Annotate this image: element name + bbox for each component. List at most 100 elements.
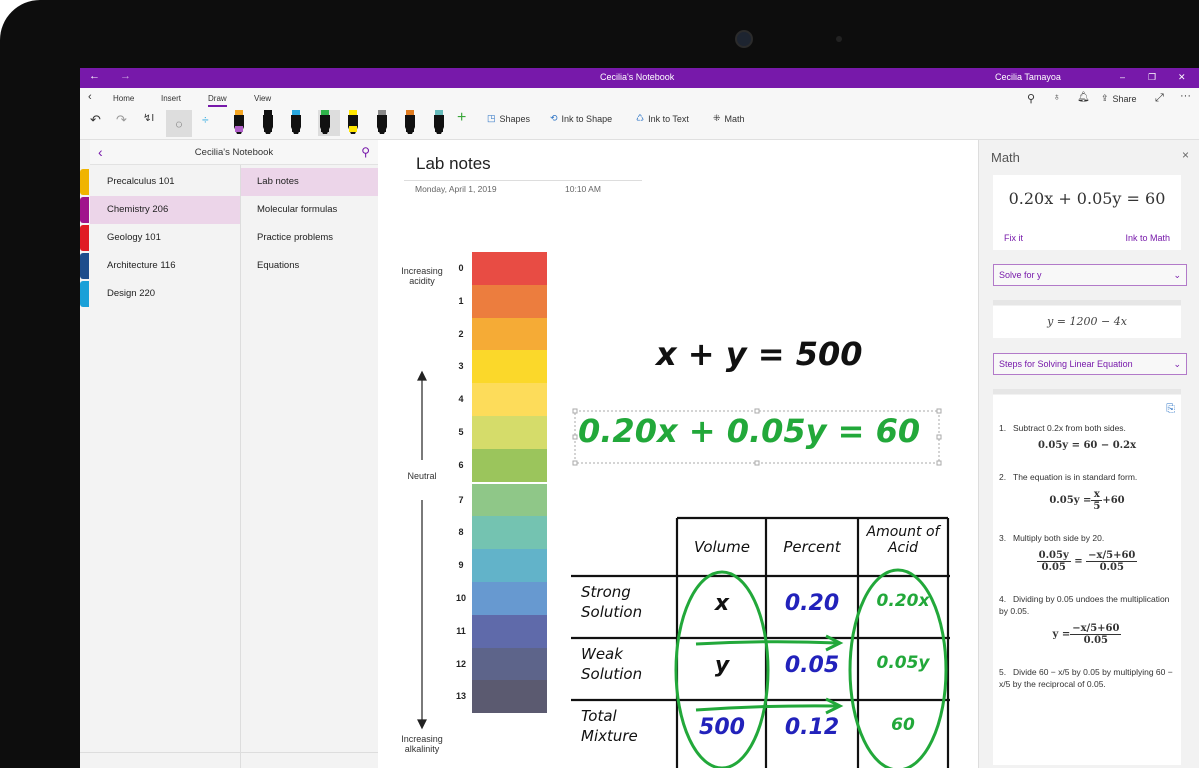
page-label: Equations — [257, 260, 300, 271]
ink-equation-1[interactable]: x + y = 500 — [656, 335, 863, 373]
ph-level-label: 2 — [458, 328, 464, 339]
action-select[interactable]: Solve for y ⌄ — [993, 264, 1187, 286]
ph-band-10 — [472, 582, 547, 615]
page-time: 10:10 AM — [565, 184, 601, 194]
page-canvas[interactable]: Lab notes Monday, April 1, 2019 10:10 AM… — [378, 140, 978, 768]
page-0[interactable]: Lab notes — [241, 168, 378, 196]
pen-6[interactable] — [403, 110, 417, 136]
tab-home[interactable]: Home — [113, 94, 135, 103]
minimize-button[interactable]: – — [1120, 72, 1126, 82]
section-0[interactable]: Precalculus 101 — [80, 168, 240, 196]
tab-draw[interactable]: Draw — [208, 94, 227, 107]
camera — [735, 30, 753, 48]
step-5: 5. Divide 60 − x/5 by 0.05 by multiplying… — [999, 666, 1175, 690]
ph-band-9 — [472, 549, 547, 582]
back-button[interactable]: ← — [89, 70, 100, 82]
pen-icon — [433, 110, 444, 134]
step-number: 4. — [999, 594, 1007, 604]
share-button[interactable]: ⇪ Share — [1101, 93, 1137, 104]
user-name[interactable]: Cecilia Tamayoa — [995, 72, 1061, 82]
resize-handle[interactable] — [993, 389, 1181, 394]
page-1[interactable]: Molecular formulas — [241, 196, 378, 224]
lightbulb-icon[interactable]: ♁ — [1053, 92, 1061, 103]
section-4[interactable]: Design 220 — [80, 280, 240, 308]
pen-7[interactable] — [432, 110, 446, 136]
lasso-select-icon[interactable]: ◌ — [166, 110, 192, 137]
notebook-title[interactable]: Cecilia's Notebook — [194, 147, 274, 158]
section-label: Geology 101 — [107, 232, 161, 243]
arrow-up-head — [417, 370, 427, 381]
arrow-down-head — [417, 719, 427, 730]
fix-it-link[interactable]: Fix it — [1004, 233, 1023, 243]
steps-select[interactable]: Steps for Solving Linear Equation ⌄ — [993, 353, 1187, 375]
section-label: Chemistry 206 — [107, 204, 169, 215]
page-label: Molecular formulas — [257, 204, 338, 215]
section-color-tab — [80, 197, 89, 223]
forward-button[interactable]: → — [120, 70, 131, 82]
pen-0[interactable] — [232, 110, 246, 136]
pen-1[interactable] — [261, 110, 275, 136]
section-color-tab — [80, 169, 89, 195]
ph-band-11 — [472, 614, 547, 648]
page-3[interactable]: Equations — [241, 252, 378, 280]
close-icon[interactable]: × — [1181, 148, 1189, 162]
chevron-down-icon: ⌄ — [1173, 270, 1181, 280]
add-space-icon[interactable]: ÷ — [202, 113, 209, 127]
table-header: Percent — [783, 538, 841, 556]
add-pen-icon[interactable]: + — [457, 109, 467, 126]
steps-list: 1. Subtract 0.2x from both sides. 0.05y = … — [999, 422, 1175, 690]
pen-icon — [262, 110, 273, 134]
section-label: Architecture 116 — [107, 260, 176, 271]
fullscreen-icon[interactable]: ⤢ — [1155, 92, 1164, 104]
pen-2[interactable] — [289, 110, 303, 136]
ribbon-collapse-icon[interactable]: ‹ — [88, 91, 92, 103]
pen-5[interactable] — [375, 110, 389, 136]
selection-handles — [572, 408, 942, 466]
redo-icon[interactable]: ↷ — [116, 112, 127, 127]
equation-card: 0.20x + 0.05y = 60 Fix it Ink to Math — [993, 175, 1181, 250]
section-2[interactable]: Geology 101 — [80, 224, 240, 252]
ink-to-math-link[interactable]: Ink to Math — [1125, 233, 1170, 243]
bell-icon[interactable]: 🔔︎ — [1077, 92, 1090, 103]
page-title[interactable]: Lab notes — [416, 154, 491, 173]
table-cell: 0.12 — [784, 715, 840, 740]
section-3[interactable]: Architecture 116 — [80, 252, 240, 280]
resize-handle[interactable] — [993, 300, 1181, 305]
search-icon[interactable]: ⚲ — [361, 145, 370, 159]
math-button[interactable]: ⁜ Math — [713, 113, 745, 124]
math-pane: Math × 0.20x + 0.05y = 60 Fix it Ink to … — [978, 140, 1199, 768]
ink-layer — [417, 370, 950, 768]
back-icon[interactable]: ‹ — [98, 144, 103, 160]
pen-3[interactable] — [317, 110, 340, 136]
ink-to-text-label: Ink to Text — [648, 113, 689, 124]
ink-to-shape-button[interactable]: ⟲ Ink to Shape — [550, 113, 612, 124]
steps-select-value: Steps for Solving Linear Equation — [999, 359, 1133, 369]
pen-icon — [291, 110, 301, 134]
ink-equation-2[interactable]: 0.20x + 0.05y = 60 — [578, 412, 921, 450]
tab-view[interactable]: View — [254, 94, 272, 103]
step-equation: 0.05y = 60 − 0.2x — [999, 440, 1175, 451]
shapes-button[interactable]: ◳ Shapes — [487, 113, 530, 124]
page-2[interactable]: Practice problems — [241, 224, 378, 252]
type-select-icon[interactable]: ↯I — [143, 113, 155, 124]
ph-level-label: 9 — [458, 560, 464, 571]
ph-band-1 — [472, 284, 547, 318]
page-label: Lab notes — [257, 176, 299, 187]
shapes-icon: ◳ — [487, 113, 496, 123]
search-icon[interactable]: ⚲ — [1027, 93, 1036, 105]
pen-4[interactable] — [346, 110, 360, 136]
section-color-tab — [80, 253, 89, 279]
immersive-reader-icon[interactable]: ⎘ — [1166, 403, 1175, 415]
pen-icon — [405, 110, 415, 134]
more-icon[interactable]: ··· — [1180, 90, 1191, 102]
ph-band-7 — [472, 483, 547, 517]
ink-to-text-button[interactable]: ♺ Ink to Text — [636, 113, 689, 124]
close-button[interactable]: ✕ — [1178, 72, 1186, 82]
undo-icon[interactable]: ↶ — [90, 112, 101, 127]
tab-insert[interactable]: Insert — [161, 94, 182, 103]
section-1[interactable]: Chemistry 206 — [80, 196, 240, 224]
restore-button[interactable]: ❐ — [1148, 72, 1157, 82]
equation-left: 0.05y = — [1049, 495, 1092, 506]
steps-card: ⎘ 1. Subtract 0.2x from both sides. 0.05y … — [993, 395, 1181, 765]
step-3: 3. Multiply both side by 20. 0.05y 0.05 = −… — [999, 532, 1175, 573]
